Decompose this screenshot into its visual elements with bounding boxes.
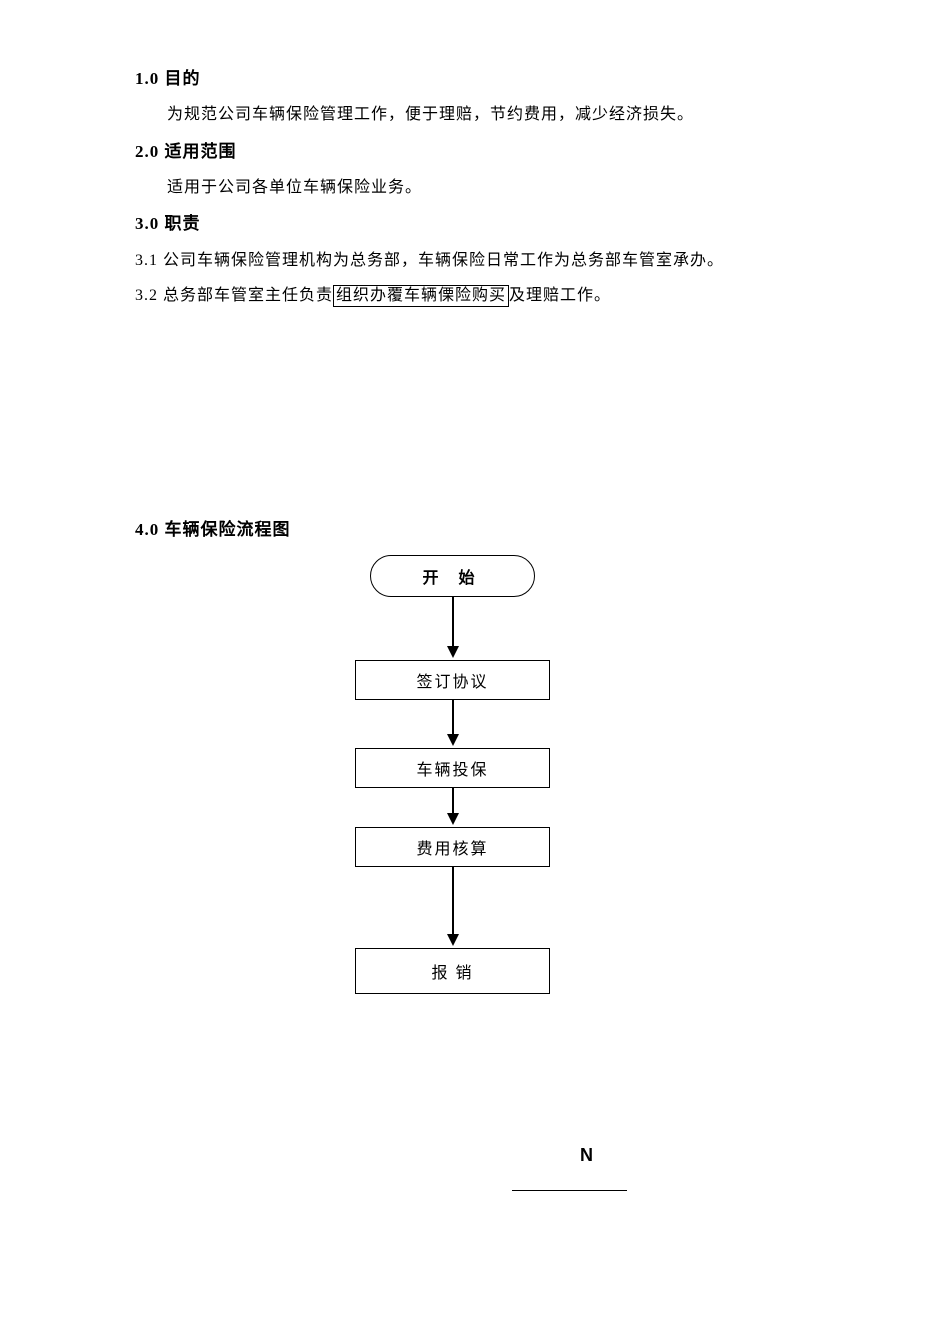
flow-arrowhead-2 [447,734,459,746]
flow-arrow-3 [452,788,454,815]
section-2-title: 适用范围 [165,142,237,161]
footer-underline [512,1190,627,1191]
flow-arrow-2 [452,700,454,736]
flow-node-2-label: 车辆投保 [416,756,488,780]
section-4-title: 车辆保险流程图 [165,520,291,539]
section-3-item-1: 3.1 公司车辆保险管理机构为总务部，车辆保险日常工作为总务部车管室承办。 [135,243,835,278]
section-1-num: 1.0 [135,69,159,88]
section-3-num: 3.0 [135,214,159,233]
flow-start: 开 始 [370,555,535,597]
section-3-item-2-boxed: 组织办覆车辆傈险购买 [333,285,509,308]
flow-node-1: 签订协议 [355,660,550,700]
section-1-heading: 1.0 目的 [135,60,835,97]
section-1-body: 为规范公司车辆保险管理工作，便于理赔，节约费用，减少经济损失。 [135,97,835,132]
section-3-item-2: 3.2 总务部车管室主任负责组织办覆车辆傈险购买及理赔工作。 [135,278,835,313]
section-3-title: 职责 [165,214,201,233]
flow-arrow-4 [452,867,454,936]
section-3-heading: 3.0 职责 [135,205,835,242]
section-4-heading: 4.0 车辆保险流程图 [135,515,291,540]
section-4-num: 4.0 [135,520,159,539]
section-2-heading: 2.0 适用范围 [135,133,835,170]
flow-arrowhead-4 [447,934,459,946]
flow-node-4-label: 报 销 [431,959,473,983]
footer-n-label: N [580,1145,593,1166]
flow-arrowhead-3 [447,813,459,825]
flow-node-4: 报 销 [355,948,550,994]
flow-node-2: 车辆投保 [355,748,550,788]
flow-arrow-1 [452,597,454,648]
section-3-item-2-pre: 3.2 总务部车管室主任负责 [135,287,333,304]
flow-node-1-label: 签订协议 [416,668,488,692]
section-2-body: 适用于公司各单位车辆保险业务。 [135,170,835,205]
section-3-item-2-post: 及理赔工作。 [509,287,611,304]
flow-arrowhead-1 [447,646,459,658]
flow-node-3-label: 费用核算 [416,835,488,859]
section-2-num: 2.0 [135,142,159,161]
flow-node-3: 费用核算 [355,827,550,867]
section-1-title: 目的 [165,69,201,88]
flow-start-label: 开 始 [422,564,482,588]
